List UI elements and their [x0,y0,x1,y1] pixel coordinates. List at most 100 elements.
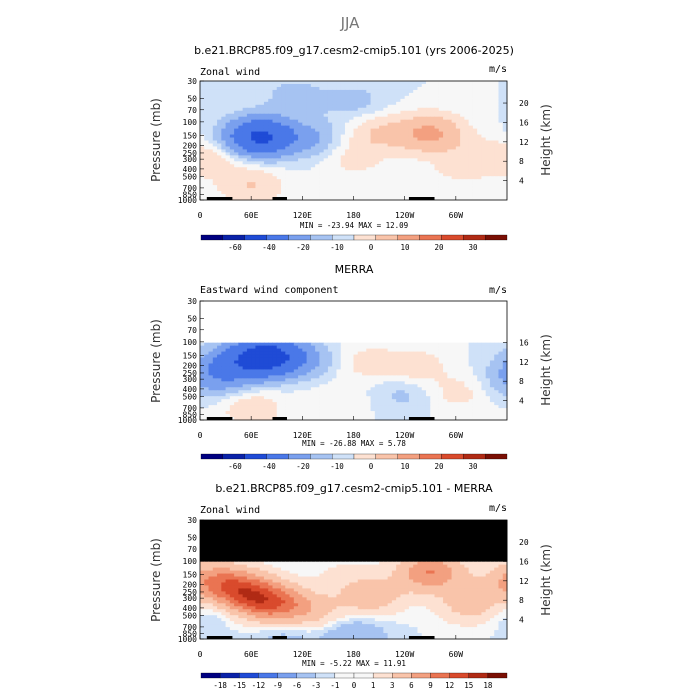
field-cell [217,164,222,168]
field-cell [229,116,235,121]
field-cell [323,137,329,141]
field-cell [349,107,354,112]
field-cell [460,324,465,329]
field-cell [255,101,261,106]
field-cell [357,146,363,150]
field-cell [400,152,406,156]
field-cell [238,309,244,314]
field-cell [298,306,303,311]
field-cell [229,342,235,347]
field-cell [485,348,491,353]
field-cell [502,155,508,159]
field-cell [421,110,427,115]
field-cell [319,333,325,338]
field-cell [417,143,423,147]
field-cell [251,301,256,305]
field-cell [472,339,478,344]
field-cell [391,330,397,335]
field-cell [293,194,299,198]
field-cell [281,176,286,180]
field-cell [498,164,504,168]
field-cell [379,357,384,361]
field-cell [319,375,325,379]
field-cell [208,336,214,341]
field-cell [438,170,444,174]
field-cell [340,179,346,183]
field-cell [468,312,474,317]
field-cell [315,125,320,130]
field-cell [293,351,299,356]
field-cell [281,107,286,112]
field-cell [327,342,333,347]
field-cell [357,301,363,305]
field-cell [323,315,329,320]
field-cell [451,324,457,329]
field-cell [315,348,320,353]
field-cell [289,342,295,347]
lon-tick-label: 180 [346,211,361,220]
field-cell [276,134,282,139]
field-cell [353,161,359,165]
field-cell [451,146,457,150]
field-cell [387,137,393,141]
field-cell [502,182,508,186]
field-cell [242,113,248,118]
field-cell [434,128,440,133]
field-cell [310,140,316,144]
field-cell [379,381,384,385]
field-cell [498,131,504,136]
field-cell [502,194,508,198]
field-cell [400,164,406,168]
field-cell [374,345,380,350]
field-cell [455,303,461,308]
field-cell [285,122,291,127]
field-cell [404,155,410,159]
field-cell [379,336,384,341]
field-cell [396,113,401,118]
field-cell [217,179,222,183]
field-cell [332,155,337,159]
field-cell [242,327,248,332]
field-cell [494,315,499,320]
field-cell [246,369,252,373]
field-cell [268,303,273,308]
field-cell [319,360,325,364]
field-cell [413,185,418,189]
field-cell [310,92,316,97]
field-cell [208,164,214,168]
field-cell [396,164,401,168]
field-cell [259,143,265,147]
field-cell [485,128,491,133]
field-cell [315,360,320,364]
field-cell [285,167,291,171]
field-cell [212,345,218,350]
field-cell [400,170,406,174]
field-cell [362,318,367,323]
field-cell [383,89,389,94]
field-cell [340,321,346,326]
field-cell [234,122,239,127]
field-cell [357,119,363,124]
field-cell [332,143,337,147]
field-cell [379,179,384,183]
field-cell [310,348,316,353]
field-cell [344,173,350,177]
field-cell [374,122,380,127]
field-cell [468,155,474,159]
field-cell [400,155,406,159]
field-cell [494,119,499,124]
field-cell [276,185,282,189]
field-cell [319,164,325,168]
field-cell [306,98,312,103]
field-cell [353,164,359,168]
field-cell [425,98,431,103]
field-cell [234,89,239,94]
field-cell [430,143,436,147]
field-cell [276,351,282,356]
field-cell [336,354,342,359]
field-cell [327,176,333,180]
field-cell [366,167,372,171]
field-cell [302,191,308,195]
field-cell [366,104,372,109]
field-cell [366,324,372,329]
